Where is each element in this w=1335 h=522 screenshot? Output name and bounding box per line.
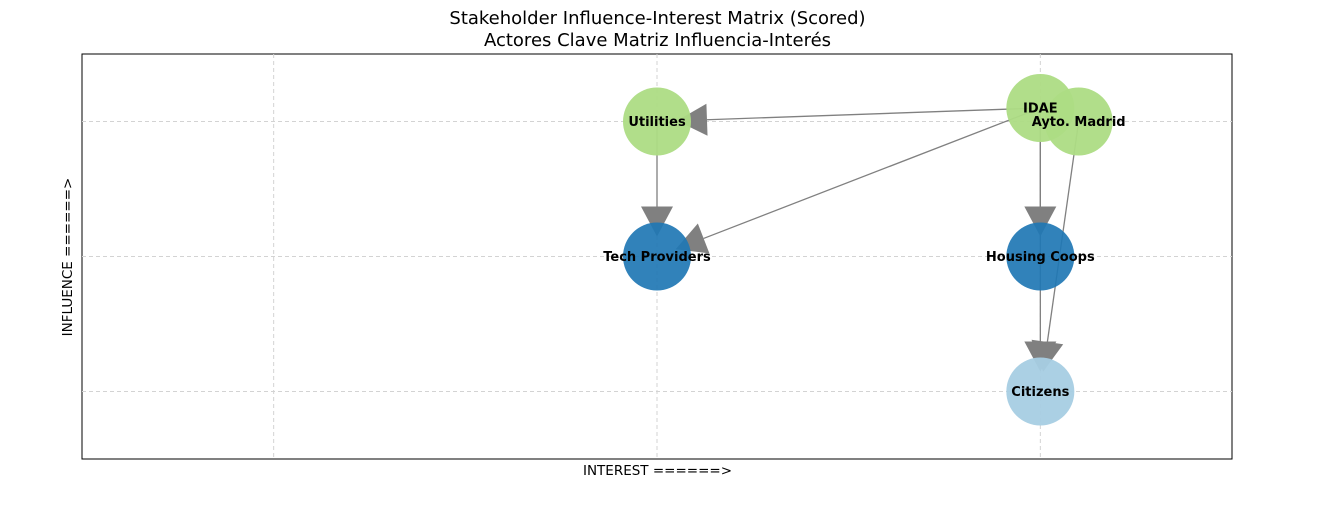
edge-line bbox=[706, 107, 1041, 121]
edges bbox=[641, 103, 1080, 372]
node-circle bbox=[1006, 357, 1075, 426]
node-label: Ayto. Madrid bbox=[1032, 115, 1126, 130]
node-circle bbox=[1044, 87, 1113, 156]
x-axis-label: INTEREST ======> bbox=[582, 463, 733, 479]
node-label: Housing Coops bbox=[986, 250, 1095, 265]
chart-subtitle: Actores Clave Matriz Influencia-Interés bbox=[483, 30, 832, 51]
nodes bbox=[623, 74, 1113, 426]
y-axis-label: INFLUENCE ======> bbox=[60, 177, 76, 337]
node-circle bbox=[623, 222, 691, 291]
edge-arrowhead bbox=[641, 206, 673, 237]
node-circle bbox=[1006, 222, 1075, 291]
edge-arrowhead bbox=[676, 103, 708, 136]
chart-title: Stakeholder Influence-Interest Matrix (S… bbox=[449, 8, 866, 29]
node-label: Utilities bbox=[628, 115, 686, 130]
node-label: Citizens bbox=[1011, 385, 1069, 400]
node-label: IDAE bbox=[1023, 102, 1058, 117]
node-circle bbox=[623, 87, 691, 156]
node-label: Tech Providers bbox=[603, 250, 711, 265]
edge-arrowhead bbox=[1031, 339, 1064, 372]
edge-line bbox=[703, 107, 1041, 240]
